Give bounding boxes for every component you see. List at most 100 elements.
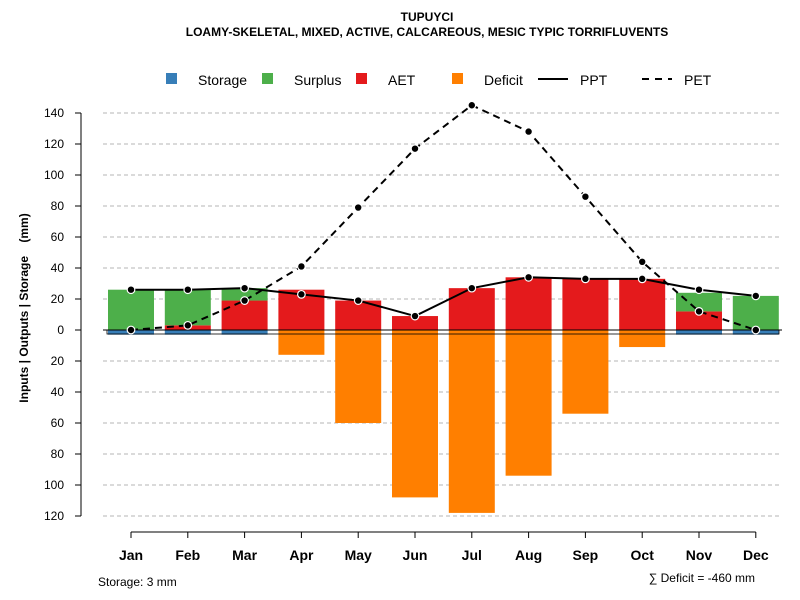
ppt-line [131, 276, 756, 318]
pet-point [410, 144, 420, 154]
surplus-bar [108, 289, 154, 330]
gridlines [103, 112, 782, 517]
aet-bar [562, 278, 609, 330]
aet-bar [448, 288, 495, 330]
aet-bar [392, 316, 438, 330]
y-tick-label: 120 [44, 509, 64, 523]
y-tick-label: 20 [51, 354, 65, 368]
aet-bar [221, 300, 268, 330]
ppt-point [581, 274, 590, 284]
y-tick-label: 100 [44, 478, 64, 492]
legend-item-storage: Storage [166, 72, 247, 88]
pet-point [524, 127, 533, 137]
ppt-point [353, 296, 363, 305]
deficit-bar [392, 330, 438, 498]
legend-item-aet: AET [356, 72, 416, 88]
aet-bar [676, 311, 722, 330]
pet-point [581, 192, 590, 202]
ppt-point [126, 285, 136, 295]
legend-swatch [356, 73, 367, 84]
y-tick-label: 40 [51, 261, 65, 275]
y-tick-label: 40 [51, 385, 65, 399]
pet-point [637, 257, 647, 267]
x-tick-label: Nov [686, 547, 713, 563]
storage-bar [676, 330, 722, 335]
chart-title: TUPUYCI [401, 10, 454, 24]
pet-point [240, 296, 250, 305]
legend-item-ppt: PPT [538, 72, 608, 88]
pet-point [183, 320, 193, 330]
legend-item-pet: PET [642, 72, 712, 88]
y-tick-label: 60 [51, 416, 65, 430]
y-tick-label: 0 [57, 323, 64, 337]
legend-swatch [166, 73, 177, 84]
legend-label: Storage [198, 72, 247, 88]
bars [103, 277, 782, 513]
x-axis: Jan Feb Mar Apr May Jun Jul Aug Sep Oct Nov Dec [119, 531, 769, 563]
y-tick-label: 100 [44, 168, 64, 182]
pet-point [751, 325, 761, 335]
aet-bar [619, 278, 666, 330]
storage-bar [221, 330, 268, 335]
x-tick-label: Jun [403, 547, 428, 563]
deficit-bar [562, 330, 609, 414]
ppt-point [410, 311, 420, 321]
aet-bar [505, 277, 552, 330]
storage-bar [164, 330, 211, 335]
x-tick-label: Jul [462, 547, 482, 563]
surplus-bar [676, 292, 722, 312]
legend-label: PPT [580, 72, 608, 88]
x-tick-label: Aug [515, 547, 542, 563]
series-lines [126, 100, 761, 335]
chart-subtitle: LOAMY-SKELETAL, MIXED, ACTIVE, CALCAREOU… [186, 25, 668, 39]
legend-item-surplus: Surplus [262, 72, 341, 88]
ppt-point [637, 274, 647, 284]
x-tick-label: Mar [232, 547, 257, 563]
deficit-bar [448, 330, 495, 513]
y-axis: 140 120 100 80 60 40 20 0 20 40 60 80 100 120 [44, 106, 82, 523]
ppt-point [183, 285, 193, 295]
pet-point [467, 100, 477, 110]
y-axis-title: Inputs | Outputs | Storage (mm) [17, 213, 31, 402]
pet-point [694, 307, 704, 316]
legend-label: PET [684, 72, 712, 88]
x-tick-label: May [345, 547, 372, 563]
legend-item-deficit: Deficit [452, 72, 523, 88]
x-tick-label: Feb [175, 547, 200, 563]
ppt-point [694, 285, 704, 295]
storage-note: Storage: 3 mm [98, 575, 177, 589]
y-tick-label: 80 [51, 447, 65, 461]
deficit-total-note: ∑ Deficit = -460 mm [649, 571, 755, 585]
x-tick-label: Apr [289, 547, 314, 563]
pet-line [130, 104, 757, 331]
legend: Storage Surplus AET Deficit PPT PET [166, 72, 712, 88]
legend-label: AET [388, 72, 416, 88]
y-tick-label: 60 [51, 230, 65, 244]
ppt-point [467, 283, 477, 293]
y-tick-label: 120 [44, 137, 64, 151]
ppt-point [751, 291, 761, 301]
ppt-point [524, 272, 533, 282]
pet-point [126, 325, 136, 335]
deficit-bar [619, 330, 666, 348]
y-tick-label: 80 [51, 199, 65, 213]
surplus-bar [164, 289, 211, 326]
x-tick-label: Oct [631, 547, 655, 563]
legend-swatch [262, 73, 273, 84]
legend-label: Surplus [294, 72, 341, 88]
deficit-bar [335, 330, 382, 423]
legend-label: Deficit [484, 72, 523, 88]
y-tick-label: 140 [44, 106, 64, 120]
y-tick-label: 20 [51, 292, 65, 306]
surplus-bar [221, 288, 268, 301]
pet-point [297, 262, 306, 271]
legend-swatch [452, 73, 463, 84]
pet-point [353, 203, 363, 212]
x-tick-label: Sep [573, 547, 599, 563]
x-tick-label: Dec [743, 547, 769, 563]
ppt-point [240, 283, 250, 293]
ppt-point [297, 289, 306, 299]
x-tick-label: Jan [119, 547, 143, 563]
deficit-bar [505, 330, 552, 476]
